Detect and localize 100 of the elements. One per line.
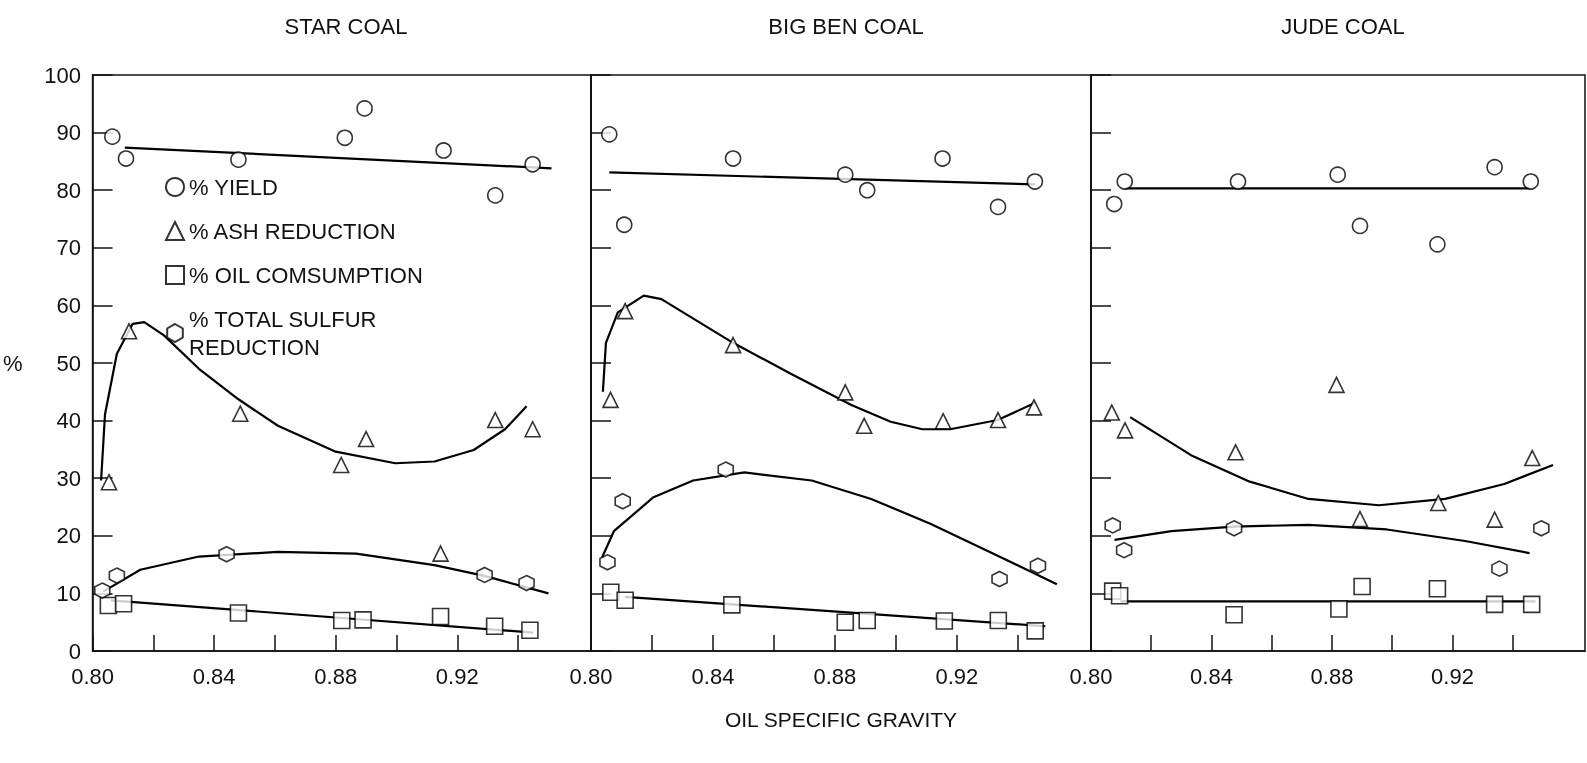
point bbox=[1104, 517, 1121, 534]
point bbox=[858, 611, 877, 630]
point bbox=[229, 604, 248, 622]
point bbox=[1029, 557, 1047, 575]
point bbox=[518, 574, 535, 592]
point bbox=[599, 554, 616, 571]
point bbox=[836, 166, 854, 183]
point bbox=[855, 417, 873, 435]
point bbox=[476, 566, 493, 584]
x-tick-label: 0.80 bbox=[71, 663, 114, 689]
point bbox=[1329, 166, 1346, 183]
point bbox=[1330, 600, 1348, 618]
point bbox=[104, 128, 121, 145]
point bbox=[934, 150, 951, 167]
point bbox=[332, 456, 350, 474]
legend-label: % TOTAL SULFUR REDUCTION bbox=[189, 306, 383, 360]
chart-title: STAR COAL bbox=[284, 13, 408, 39]
point bbox=[218, 545, 235, 563]
point bbox=[1227, 443, 1244, 461]
x-tick-label: 0.88 bbox=[1310, 663, 1354, 689]
y-tick-label: 40 bbox=[56, 408, 81, 434]
point bbox=[601, 126, 618, 143]
point bbox=[431, 607, 450, 626]
point bbox=[486, 187, 504, 204]
chart-title: JUDE COAL bbox=[1281, 13, 1405, 39]
y-tick-label: 70 bbox=[56, 235, 81, 261]
point bbox=[1491, 560, 1508, 577]
point bbox=[1229, 173, 1247, 190]
x-tick-label: 0.84 bbox=[691, 663, 735, 689]
point bbox=[120, 323, 138, 340]
point bbox=[231, 405, 249, 422]
point bbox=[1328, 376, 1345, 394]
point bbox=[717, 461, 735, 478]
point bbox=[723, 596, 741, 614]
y-tick-label: 80 bbox=[56, 177, 81, 203]
point bbox=[485, 617, 504, 636]
point bbox=[1026, 622, 1045, 640]
point bbox=[521, 621, 539, 640]
x-tick-label: 0.84 bbox=[1190, 663, 1233, 689]
point bbox=[1026, 173, 1044, 190]
x-tick-label: 0.92 bbox=[435, 663, 479, 689]
point bbox=[614, 492, 632, 510]
point bbox=[1116, 422, 1134, 439]
y-tick-label: 90 bbox=[56, 120, 81, 146]
point bbox=[1486, 511, 1503, 528]
point bbox=[1486, 158, 1503, 176]
point bbox=[615, 216, 633, 234]
point bbox=[1025, 399, 1043, 416]
point bbox=[1105, 195, 1123, 213]
point bbox=[858, 181, 876, 199]
point bbox=[1523, 449, 1541, 467]
x-tick-label: 0.80 bbox=[1069, 663, 1113, 689]
y-tick-label: 30 bbox=[56, 465, 81, 491]
point bbox=[989, 198, 1007, 216]
point bbox=[524, 155, 541, 173]
point bbox=[114, 594, 133, 613]
point bbox=[432, 545, 449, 562]
y-tick-label: 100 bbox=[44, 62, 81, 88]
point bbox=[354, 611, 372, 629]
point bbox=[1115, 541, 1133, 559]
point bbox=[356, 100, 373, 117]
point bbox=[934, 412, 952, 430]
point bbox=[117, 150, 135, 167]
x-tick-label: 0.80 bbox=[569, 663, 613, 689]
x-axis-title: OIL SPECIFIC GRAVITY bbox=[724, 708, 958, 731]
point bbox=[602, 583, 620, 602]
point bbox=[230, 151, 247, 168]
point bbox=[836, 613, 855, 631]
point bbox=[1351, 510, 1369, 528]
point bbox=[724, 150, 742, 167]
point bbox=[616, 302, 634, 320]
point bbox=[1430, 494, 1447, 512]
point bbox=[93, 582, 111, 599]
y-tick-label: 50 bbox=[56, 350, 81, 376]
point bbox=[100, 473, 118, 491]
x-tick-label: 0.88 bbox=[813, 663, 857, 689]
y-axis-title: % bbox=[3, 350, 23, 376]
legend-label: % OIL COMSUMPTION bbox=[189, 262, 423, 288]
point bbox=[1110, 586, 1129, 605]
point bbox=[357, 430, 375, 448]
point bbox=[486, 411, 504, 429]
x-tick-label: 0.84 bbox=[192, 663, 236, 689]
y-tick-label: 20 bbox=[56, 523, 81, 549]
point bbox=[1225, 520, 1243, 537]
point bbox=[1533, 520, 1550, 537]
x-tick-label: 0.88 bbox=[314, 663, 358, 689]
point bbox=[1428, 579, 1447, 598]
point bbox=[332, 611, 351, 630]
point bbox=[989, 611, 1008, 630]
point bbox=[1353, 577, 1371, 596]
point bbox=[1485, 595, 1504, 614]
point bbox=[1351, 217, 1369, 235]
legend-label: % YIELD bbox=[189, 174, 278, 200]
x-tick-label: 0.92 bbox=[935, 663, 979, 689]
point bbox=[935, 612, 954, 630]
point bbox=[1429, 236, 1446, 253]
point bbox=[1103, 404, 1121, 421]
point bbox=[989, 411, 1007, 429]
point bbox=[1522, 173, 1540, 190]
point bbox=[616, 591, 634, 610]
